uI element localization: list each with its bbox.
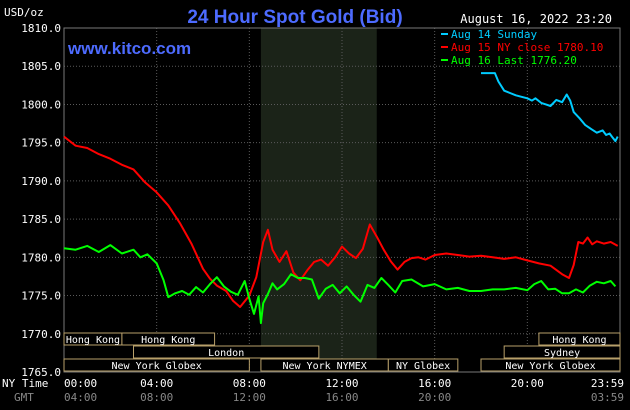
legend-label: Aug 14 Sunday	[451, 28, 537, 41]
series-line	[63, 135, 619, 308]
y-tick-label: 1780.0	[21, 251, 61, 264]
grid-lines	[63, 27, 621, 373]
legend-label: Aug 15 NY close 1780.10	[451, 41, 603, 54]
session-bar	[121, 332, 216, 346]
session-bar	[538, 332, 621, 346]
x-tick-label-gmt: 08:00	[140, 391, 173, 404]
y-tick-label: 1805.0	[21, 60, 61, 73]
y-tick-label: 1810.0	[21, 22, 61, 35]
session-label: London	[208, 348, 244, 359]
gmt-row-label: GMT	[14, 391, 34, 404]
x-tick-label-ny: 04:00	[140, 377, 173, 390]
session-label: New York Globex	[112, 361, 202, 372]
session-label: NY Globex	[396, 361, 450, 372]
session-label: New York Globex	[505, 361, 595, 372]
y-tick-label: 1765.0	[21, 366, 61, 379]
y-tick-label: 1790.0	[21, 175, 61, 188]
session-label: Hong Kong	[66, 335, 120, 346]
session-label: Sydney	[544, 348, 580, 359]
x-tick-label-gmt: 20:00	[418, 391, 451, 404]
x-tick-label-ny: 00:00	[64, 377, 97, 390]
x-tick-labels: 00:00 04:00 08:00 12:00 16:00 20:00 23:5904:00…	[64, 377, 624, 404]
x-tick-label-ny: 20:00	[511, 377, 544, 390]
y-tick-label: 1800.0	[21, 98, 61, 111]
ny-time-row-label: NY Time	[2, 377, 48, 390]
legend-label: Aug 16 Last 1776.20	[451, 54, 577, 67]
x-tick-label-ny: 16:00	[418, 377, 451, 390]
series-line	[481, 72, 619, 143]
session-bar	[387, 358, 459, 372]
series-lines	[63, 72, 619, 325]
plot-frame	[63, 27, 621, 373]
x-tick-label-gmt: 03:59	[591, 391, 624, 404]
x-tick-label-gmt: 16:00	[325, 391, 358, 404]
market-session-bars: Hong Kong Hong Kong Hong Kong London Sydney N…	[63, 332, 621, 372]
session-label: Hong Kong	[552, 335, 606, 346]
session-bar	[503, 345, 621, 359]
x-tick-label-gmt: 12:00	[233, 391, 266, 404]
series-line	[63, 244, 617, 325]
y-tick-label: 1775.0	[21, 290, 61, 303]
y-tick-label: 1785.0	[21, 213, 61, 226]
session-bar	[480, 358, 621, 372]
website-label: www.kitco.com	[67, 39, 191, 58]
session-bar	[133, 345, 320, 359]
x-tick-label-ny: 12:00	[325, 377, 358, 390]
y-axis-label: USD/oz	[4, 6, 44, 19]
x-tick-label-ny: 23:59	[591, 377, 624, 390]
y-tick-labels: 1810.0 1805.0 1800.0 1795.0 1790.0 1785.0 1780…	[21, 22, 61, 379]
session-bar	[63, 358, 250, 372]
y-tick-label: 1770.0	[21, 328, 61, 341]
session-label: Hong Kong	[141, 335, 195, 346]
chart-title: 24 Hour Spot Gold (Bid)	[187, 7, 402, 28]
x-tick-label-gmt: 04:00	[64, 391, 97, 404]
x-tick-label-ny: 08:00	[233, 377, 266, 390]
date-label: August 16, 2022 23:20	[460, 12, 612, 26]
trading-hours-shade	[260, 28, 377, 372]
y-tick-label: 1795.0	[21, 137, 61, 150]
session-label: New York NYMEX	[282, 361, 366, 372]
